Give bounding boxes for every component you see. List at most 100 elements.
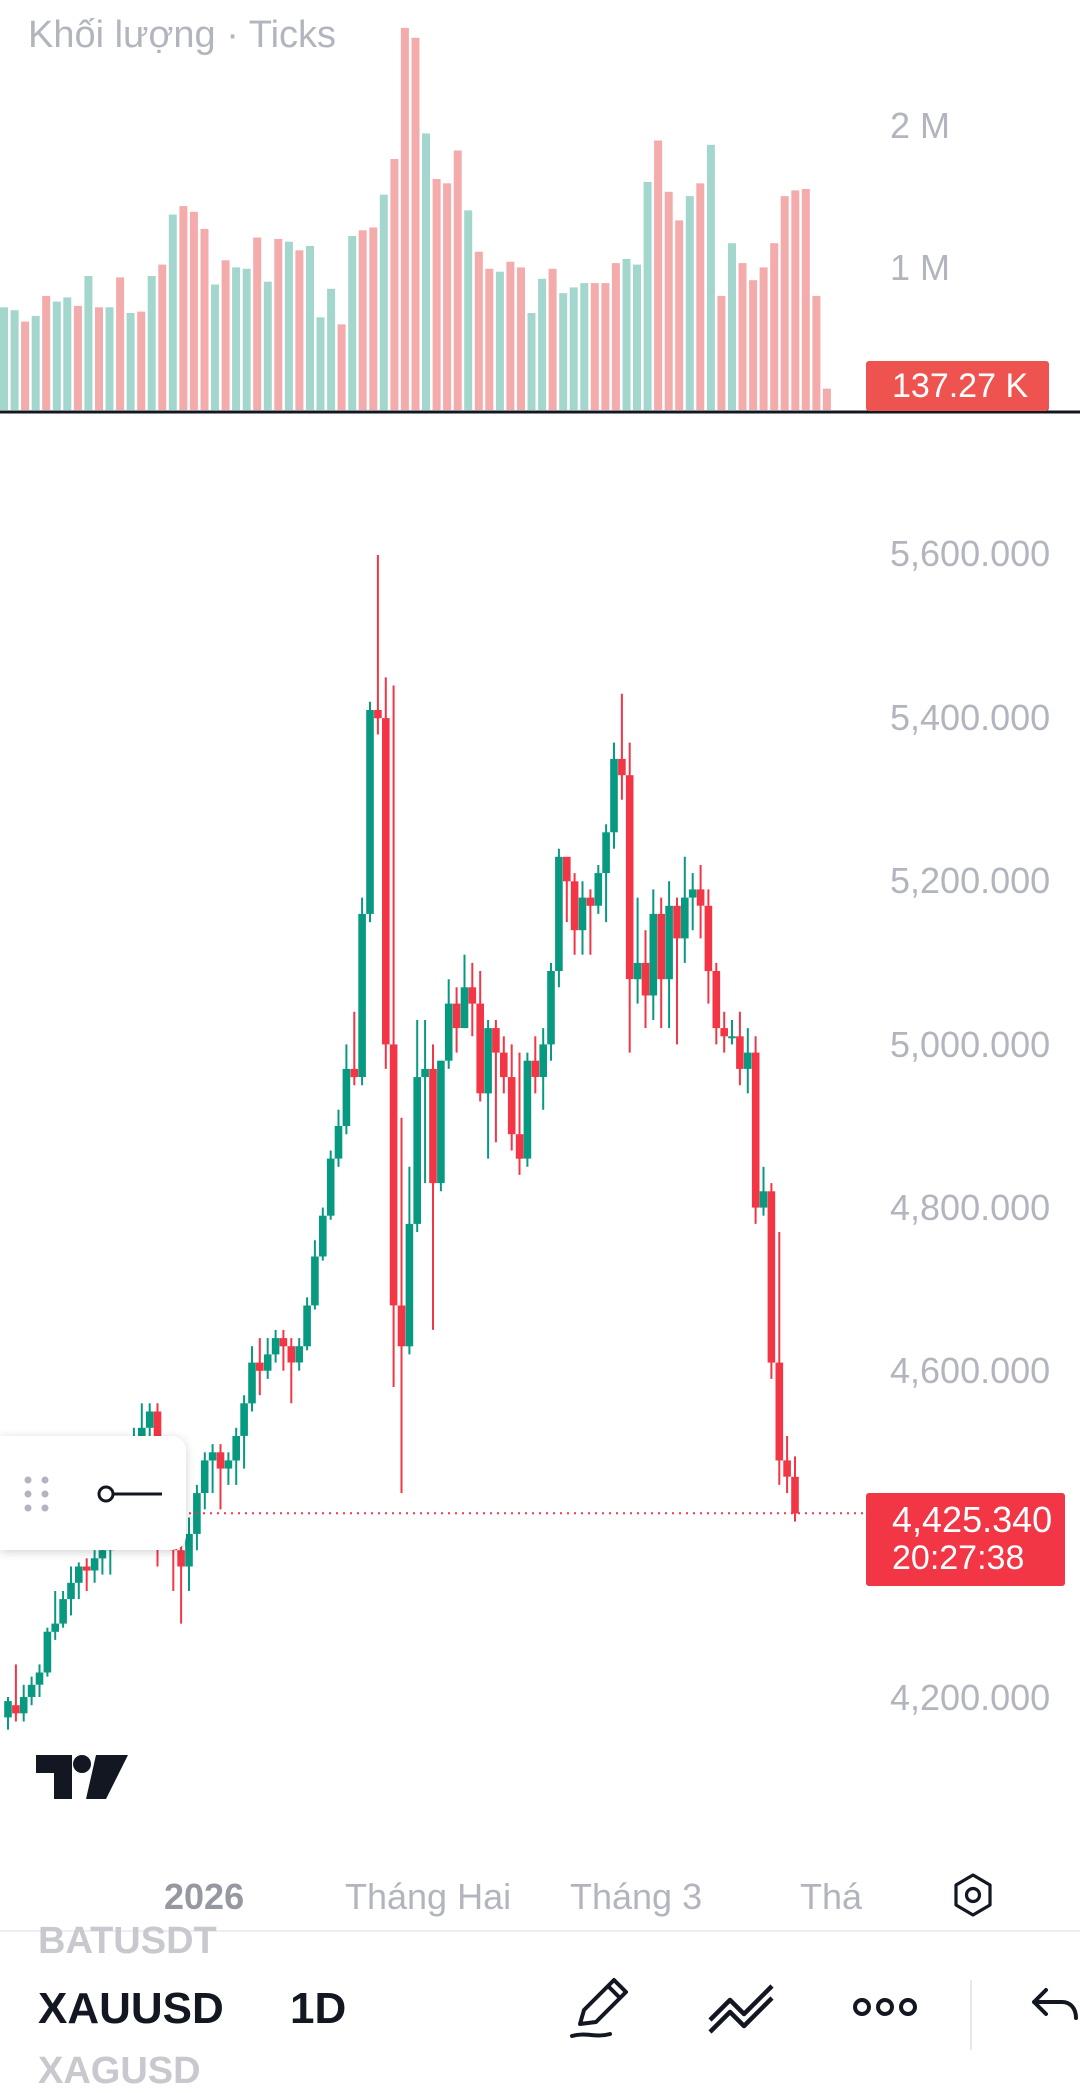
volume-bar xyxy=(400,27,409,411)
candle-body xyxy=(405,1223,414,1347)
volume-bar xyxy=(42,295,51,410)
volume-bar xyxy=(485,268,494,410)
volume-axis-label-1m: 1 M xyxy=(890,247,951,288)
pen-icon[interactable] xyxy=(566,1972,636,2042)
volume-bar xyxy=(179,206,188,410)
candle-body xyxy=(437,1060,445,1184)
volume-bar xyxy=(295,250,304,410)
volume-bar xyxy=(158,264,167,410)
volume-bar xyxy=(73,305,82,410)
candle-body xyxy=(208,1452,217,1461)
volume-bar xyxy=(580,283,589,410)
volume-bar xyxy=(749,280,758,410)
volume-bar xyxy=(221,260,230,410)
horizontal-line-tool-icon[interactable] xyxy=(94,1474,174,1514)
candle-body xyxy=(153,1411,162,1453)
candle-body xyxy=(145,1411,154,1428)
symbol-button[interactable]: XAUUSD xyxy=(38,1984,224,2033)
interval-button[interactable]: 1D xyxy=(290,1984,347,2033)
candle-body xyxy=(704,905,713,972)
undo-icon[interactable] xyxy=(1026,1972,1080,2042)
candle-body xyxy=(224,1460,233,1469)
toolbar-divider xyxy=(970,1980,972,2050)
volume-bar xyxy=(306,246,314,410)
volume-bar xyxy=(527,313,536,410)
candle-body xyxy=(712,971,721,1029)
volume-bar xyxy=(664,191,673,410)
candle-body xyxy=(287,1346,296,1363)
candle-body xyxy=(51,1623,59,1632)
candle-body xyxy=(633,962,642,980)
candle-body xyxy=(578,897,587,931)
candle-body xyxy=(563,856,571,882)
volume-bar xyxy=(643,181,652,410)
volume-bar xyxy=(84,276,93,410)
volume-bar xyxy=(822,388,831,410)
candle-body xyxy=(429,1068,437,1184)
volume-bar xyxy=(189,211,198,410)
time-axis[interactable]: 2026 Tháng Hai Tháng 3 Thá xyxy=(0,1860,1080,1930)
volume-bar xyxy=(569,287,578,410)
volume-bar xyxy=(633,264,641,410)
candle-body xyxy=(696,889,705,906)
candle-body xyxy=(271,1338,280,1355)
time-axis-label: Tháng Hai xyxy=(345,1876,512,1917)
volume-bar xyxy=(211,284,219,410)
volume-bar xyxy=(422,133,430,410)
candle-body xyxy=(59,1599,67,1624)
ghost-symbol-below: XAGUSD xyxy=(38,2050,201,2092)
candle-body xyxy=(389,1044,398,1306)
candle-body xyxy=(185,1533,193,1567)
candle-body xyxy=(484,1028,492,1094)
volume-bar xyxy=(242,268,251,410)
candle-body xyxy=(19,1697,28,1714)
candle-body xyxy=(295,1346,303,1363)
settings-hexagon-icon[interactable] xyxy=(949,1871,997,1919)
volume-bar xyxy=(601,283,610,410)
volume-bar xyxy=(358,230,367,410)
volume-bar xyxy=(474,251,483,410)
volume-bar xyxy=(63,297,72,410)
candle-body xyxy=(681,897,689,939)
volume-bar xyxy=(31,315,40,410)
candle-body xyxy=(460,987,469,1029)
candle-body xyxy=(200,1460,209,1493)
time-axis-label: 2026 xyxy=(164,1876,245,1917)
drag-handle-icon[interactable] xyxy=(0,1436,186,1550)
candle-body xyxy=(232,1436,240,1461)
candle-body xyxy=(256,1362,264,1371)
volume-bar xyxy=(379,194,388,410)
candle-body xyxy=(342,1068,351,1126)
candle-body xyxy=(413,1077,421,1224)
trend-lines-icon[interactable] xyxy=(704,1972,780,2042)
volume-bar xyxy=(390,159,399,410)
candle-body xyxy=(688,889,697,898)
volume-bar xyxy=(728,243,736,410)
price-axis-label: 4,800.000 xyxy=(890,1187,1051,1228)
candle-body xyxy=(374,710,382,719)
candle-body xyxy=(476,1003,484,1094)
volume-bar xyxy=(432,179,441,410)
volume-bar xyxy=(464,210,473,410)
bottom-toolbar: BATUSDT XAUUSD 1D XAGUSD xyxy=(0,1920,1080,2092)
volume-bar xyxy=(137,311,146,410)
candle-body xyxy=(334,1126,343,1159)
chart-canvas[interactable] xyxy=(0,0,1080,1860)
candle-body xyxy=(649,913,658,996)
more-dots-icon[interactable] xyxy=(852,1972,918,2042)
candle-body xyxy=(515,1134,524,1159)
candle-body xyxy=(547,971,555,1045)
floating-tool-card[interactable] xyxy=(0,1436,186,1550)
volume-bar xyxy=(738,263,747,410)
volume-bar xyxy=(21,321,30,410)
volume-bar xyxy=(706,144,715,411)
candle-body xyxy=(610,758,618,833)
volume-bar xyxy=(780,196,789,410)
volume-bar xyxy=(200,228,209,410)
candle-body xyxy=(75,1566,83,1583)
candle-body xyxy=(783,1460,791,1477)
volume-bar xyxy=(10,310,19,410)
volume-bar xyxy=(759,267,768,410)
volume-bar xyxy=(369,227,378,410)
volume-bar xyxy=(95,307,103,410)
